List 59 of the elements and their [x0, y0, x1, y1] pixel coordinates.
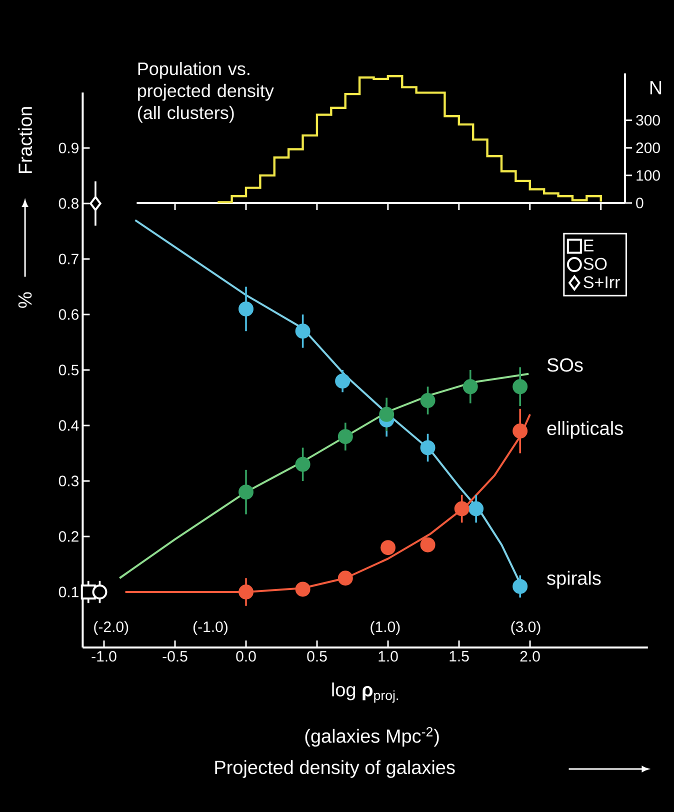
- point: [380, 540, 396, 556]
- point: [512, 379, 528, 394]
- annotation: SOs: [547, 358, 583, 372]
- y-tick-label: 0.2: [58, 531, 78, 542]
- annotation: (1.0): [370, 621, 400, 636]
- point: [238, 301, 254, 316]
- y-tick-label: 200: [636, 142, 660, 154]
- text: (galaxies Mpc$^{-2}$): [305, 727, 439, 747]
- y-axis-title: Fraction: [18, 107, 32, 173]
- point: [338, 570, 353, 586]
- point: [335, 374, 350, 389]
- point: [512, 578, 528, 594]
- text: Projected density of galaxies: [215, 760, 455, 778]
- point: [420, 393, 436, 408]
- x-tick-label: 2.0: [520, 651, 540, 662]
- y-tick-label: 0.8: [58, 198, 79, 209]
- legend-label: E: [584, 240, 594, 252]
- y-tick-label: 100: [636, 170, 660, 181]
- y-tick-label: 0.5: [58, 364, 79, 376]
- annotation: (3.0): [511, 621, 540, 636]
- x-tick-label: -1.0: [92, 651, 116, 662]
- point: [295, 456, 310, 472]
- point: [420, 440, 436, 456]
- y-tick-label: 0.7: [58, 254, 78, 264]
- point: [295, 582, 310, 597]
- x-tick-label: 0.5: [307, 651, 327, 662]
- y-tick-label: 0.4: [58, 420, 79, 431]
- point: [462, 379, 478, 394]
- point: [379, 406, 394, 422]
- point: [295, 324, 310, 339]
- y-tick-label: 0.1: [58, 586, 78, 598]
- y-tick-label: 0: [636, 198, 644, 208]
- point: [92, 584, 108, 600]
- text: Population vs. projected density (all clusters): [138, 62, 274, 123]
- y-axis-title: N: [650, 81, 662, 94]
- x-tick-label: -0.5: [162, 651, 188, 662]
- annotation: ellipticals: [547, 421, 623, 439]
- point: [512, 424, 528, 439]
- x-tick-label: 0.0: [236, 651, 256, 662]
- point: [420, 537, 436, 552]
- legend-label: SO: [584, 258, 607, 270]
- y-tick-label: 0.3: [58, 476, 79, 486]
- text: %: [18, 292, 32, 308]
- legend-label: S+Irr: [584, 276, 620, 288]
- point: [238, 584, 254, 600]
- y-tick-label: 0.9: [58, 142, 78, 154]
- annotation: (-1.0): [194, 621, 228, 636]
- point: [238, 484, 254, 500]
- point: [338, 429, 353, 444]
- point: [90, 196, 102, 211]
- annotation: (-2.0): [94, 621, 128, 636]
- point: [468, 501, 484, 516]
- y-tick-label: 0.6: [58, 309, 79, 320]
- x-tick-label: 1.0: [378, 651, 398, 662]
- x-tick-label: 1.5: [450, 651, 469, 662]
- annotation: spirals: [547, 570, 601, 589]
- x-axis-title: log ρ$_{proj.}$: [332, 682, 398, 703]
- point: [454, 501, 470, 516]
- y-tick-label: 300: [636, 114, 660, 126]
